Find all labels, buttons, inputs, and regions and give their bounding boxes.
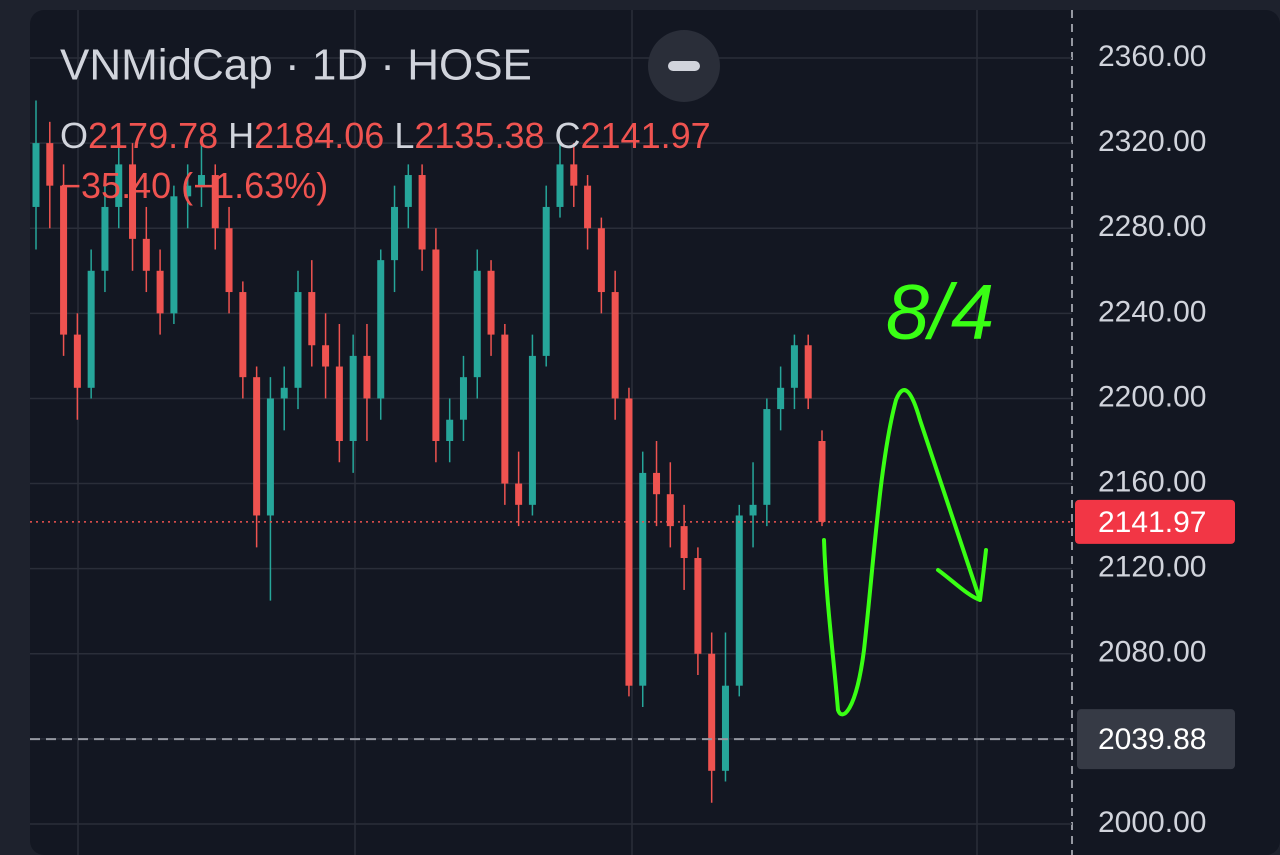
arrow-path [822, 388, 982, 717]
candle-body [391, 206, 399, 261]
candle-body [73, 334, 81, 388]
candle-body [418, 175, 426, 250]
candle-body [625, 398, 633, 686]
low-line-label: 2039.88 [1098, 723, 1206, 756]
candle-body [790, 345, 798, 388]
y-tick-label: 2320.00 [1098, 125, 1206, 158]
candle-body [184, 185, 192, 197]
y-tick-label: 2240.00 [1098, 295, 1206, 328]
candle-body [377, 260, 385, 399]
candle-body [611, 292, 619, 399]
change: −35.40 [60, 165, 171, 206]
ohlc-legend: O2179.78 H2184.06 L2135.38 C2141.97 [60, 115, 711, 156]
candle-body [446, 419, 454, 441]
candle-body [170, 196, 178, 314]
candle-body [749, 504, 757, 516]
candle-body [556, 164, 564, 207]
candle-body [46, 143, 54, 186]
change-legend: −35.40 (−1.63%) [60, 165, 328, 206]
y-tick-label: 2080.00 [1098, 636, 1206, 669]
annotation: 8/4 [886, 268, 994, 356]
candle-body [101, 206, 109, 271]
legend-value: 2135.38 [414, 115, 544, 156]
candle-body [129, 164, 137, 239]
candle-body [322, 345, 330, 367]
candle-body [680, 526, 688, 559]
arrow-head [936, 548, 988, 602]
candle-body [60, 185, 68, 335]
chart-background [30, 10, 1280, 855]
candle-body [197, 175, 205, 186]
candle-body [528, 355, 536, 505]
y-tick-label: 2120.00 [1098, 551, 1206, 584]
candle-body [211, 175, 219, 229]
candle-body [335, 366, 343, 441]
y-tick-label: 2360.00 [1098, 40, 1206, 73]
legend-key: L [394, 115, 414, 156]
legend-key: O [60, 115, 88, 156]
legend-value: 2184.06 [254, 115, 384, 156]
candle-body [515, 483, 523, 505]
candle-body [584, 185, 592, 229]
chart-title: VNMidCap · 1D · HOSE [60, 41, 532, 90]
candle-body [32, 143, 40, 207]
candles [32, 100, 826, 803]
low-line-box [1077, 709, 1235, 770]
candle-body [266, 398, 274, 516]
overlay [30, 521, 1072, 741]
candle-body [570, 164, 578, 186]
candle-body [459, 377, 467, 420]
candle-body [404, 175, 412, 207]
y-tick-label: 2160.00 [1098, 465, 1206, 498]
candle-body [87, 270, 95, 388]
candle-body [487, 270, 495, 335]
candle-body [639, 472, 647, 686]
collapse-icon [668, 61, 700, 71]
candle-body [239, 292, 247, 378]
candle-body [763, 409, 771, 505]
candle-body [349, 355, 357, 441]
change-percent: (−1.63%) [181, 165, 328, 206]
candle-body [473, 270, 481, 378]
candle-body [142, 238, 150, 271]
last-price-box [1075, 499, 1235, 544]
candle-body [777, 387, 785, 410]
candle-body [280, 387, 288, 399]
candle-body [708, 653, 716, 771]
legend-key: H [228, 115, 254, 156]
candle-body [308, 292, 316, 346]
candle-body [115, 164, 123, 207]
candle-body [432, 249, 440, 441]
candle-body [225, 228, 233, 293]
candle-body [542, 206, 550, 356]
candle-body [721, 685, 729, 771]
candle-body [253, 377, 261, 516]
legend-key: C [555, 115, 581, 156]
legend-value: 2179.78 [88, 115, 218, 156]
legend-value: 2141.97 [581, 115, 711, 156]
candle-body [294, 292, 302, 388]
candle-body [735, 515, 743, 686]
last-price-label: 2141.97 [1098, 506, 1206, 539]
candle-body [694, 558, 702, 654]
candle-body [501, 334, 509, 484]
candle-body [666, 494, 674, 527]
y-tick-label: 2000.00 [1098, 806, 1206, 839]
y-tick-label: 2200.00 [1098, 380, 1206, 413]
candle-body [597, 228, 605, 293]
candle-body [653, 472, 661, 495]
candle-body [804, 345, 812, 399]
candle-body [363, 355, 371, 399]
candle-body [156, 270, 164, 314]
y-tick-label: 2280.00 [1098, 210, 1206, 243]
hand-drawn-arrow [822, 388, 988, 717]
candle-body [818, 441, 826, 522]
